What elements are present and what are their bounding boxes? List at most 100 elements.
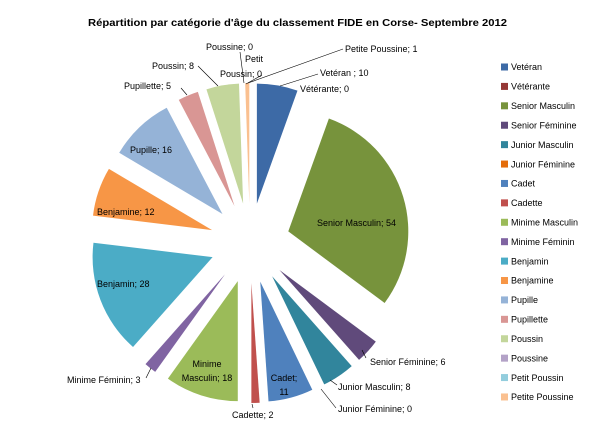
data-label-minime-feminin: Minime Féminin; 3	[67, 375, 141, 385]
leader-line-minime-feminin	[145, 367, 152, 379]
legend-item-minime-masculin: Minime Masculin	[501, 217, 578, 227]
legend-item-junior-masculin: Junior Masculin	[501, 140, 574, 150]
legend-swatch-veterante	[501, 82, 508, 90]
data-label-cadet-line-1: Cadet;	[271, 373, 298, 383]
data-label-veterante: Vétérante; 0	[300, 84, 349, 94]
slice-poussin	[206, 83, 244, 204]
legend-item-senior-feminine: Senior Féminine	[501, 120, 577, 130]
data-label-petit-poussin-line-2: Poussin; 0	[220, 69, 262, 79]
data-label-poussin: Poussin; 8	[152, 61, 194, 71]
legend-swatch-cadette	[501, 199, 508, 207]
legend-swatch-pupille	[501, 296, 508, 304]
legend-swatch-minime-feminin	[501, 238, 508, 246]
legend-swatch-junior-masculin	[501, 141, 508, 149]
legend-label-benjamin: Benjamin	[511, 256, 549, 266]
legend-swatch-junior-feminine	[501, 160, 508, 168]
data-label-junior-feminine: Junior Féminine; 0	[338, 404, 412, 414]
data-label-petit-poussin-line-1: Petit	[245, 54, 264, 64]
legend-item-petite-poussine: Petite Poussine	[501, 392, 574, 402]
leader-lines	[145, 48, 367, 409]
slice-benjamin	[92, 242, 213, 348]
slice-veteran	[256, 83, 298, 204]
data-label-pupillette: Pupillette; 5	[124, 81, 171, 91]
data-label-cadette: Cadette; 2	[232, 410, 274, 420]
chart-title: Répartition par catégorie d'âge du class…	[88, 17, 507, 29]
legend-swatch-senior-feminine	[501, 121, 508, 129]
legend-label-pupille: Pupille	[511, 295, 538, 305]
legend-swatch-pupillette	[501, 315, 508, 323]
legend-label-veteran: Vetéran	[511, 62, 542, 72]
legend-label-junior-masculin: Junior Masculin	[511, 140, 574, 150]
legend-label-senior-feminine: Senior Féminine	[511, 120, 577, 130]
legend-item-minime-feminin: Minime Féminin	[501, 237, 575, 247]
legend-swatch-benjamine	[501, 277, 508, 285]
leader-line-veteran	[279, 73, 319, 87]
legend-swatch-poussine	[501, 354, 508, 362]
leader-line-petite-poussine	[247, 48, 344, 84]
leader-line-poussine	[239, 51, 245, 84]
leader-line-junior-masculin	[329, 379, 338, 386]
legend-swatch-veteran	[501, 63, 508, 71]
legend-label-veterante: Vétérante	[511, 82, 550, 92]
legend-swatch-petite-poussine	[501, 393, 508, 401]
legend-swatch-benjamin	[501, 257, 508, 265]
legend-item-junior-feminine: Junior Féminine	[501, 159, 575, 169]
data-label-benjamine: Benjamine; 12	[97, 207, 155, 217]
data-label-petite-poussine: Petite Poussine; 1	[345, 44, 418, 54]
legend-label-pupillette: Pupillette	[511, 315, 548, 325]
legend-label-senior-masculin: Senior Masculin	[511, 101, 575, 111]
legend: Vetéran Vétérante Senior Masculin Senior Fé…	[501, 62, 578, 402]
slice-benjamine	[93, 168, 213, 231]
legend-swatch-minime-masculin	[501, 218, 508, 226]
slice-pupillette	[178, 91, 235, 207]
legend-item-veteran: Vetéran	[501, 62, 542, 72]
legend-label-cadette: Cadette	[511, 198, 543, 208]
data-label-minime-masculin-line-1: Minime	[192, 359, 221, 369]
slice-petite-poussine	[245, 83, 250, 204]
data-label-pupille: Pupille; 16	[130, 145, 172, 155]
legend-item-cadet: Cadet	[501, 179, 536, 189]
slice-senior-masculin	[288, 118, 409, 303]
legend-item-poussin: Poussin	[501, 334, 543, 344]
legend-label-poussine: Poussine	[511, 353, 548, 363]
data-label-cadet-line-2: 11	[279, 387, 288, 397]
data-label-veteran: Vetéran ; 10	[320, 68, 369, 78]
legend-item-pupille: Pupille	[501, 295, 538, 305]
legend-swatch-petit-poussin	[501, 374, 508, 382]
legend-item-benjamine: Benjamine	[501, 276, 554, 286]
legend-label-benjamine: Benjamine	[511, 276, 554, 286]
slice-minime-masculin	[167, 281, 238, 402]
legend-swatch-cadet	[501, 179, 508, 187]
legend-label-junior-feminine: Junior Féminine	[511, 159, 575, 169]
slice-cadette	[251, 282, 260, 403]
leader-line-cadette	[251, 403, 254, 409]
legend-label-cadet: Cadet	[511, 179, 536, 189]
slice-pupille	[119, 107, 223, 214]
legend-item-petit-poussin: Petit Poussin	[501, 373, 564, 383]
legend-swatch-senior-masculin	[501, 102, 508, 110]
data-label-senior-feminine: Senior Féminine; 6	[370, 357, 446, 367]
legend-item-veterante: Vétérante	[501, 82, 550, 92]
legend-item-senior-masculin: Senior Masculin	[501, 101, 575, 111]
data-label-poussine: Poussine; 0	[206, 42, 253, 52]
leader-line-pupillette	[180, 87, 188, 96]
leader-line-junior-feminine	[320, 388, 337, 409]
legend-label-petit-poussin: Petit Poussin	[511, 373, 564, 383]
leader-line-poussin	[197, 65, 219, 87]
legend-swatch-poussin	[501, 335, 508, 343]
legend-item-cadette: Cadette	[501, 198, 543, 208]
slice-cadet	[260, 281, 313, 402]
data-labels: Vetéran ; 10 Vétérante; 0 Senior Masculin;…	[67, 42, 446, 420]
data-label-minime-masculin-line-2: Masculin; 18	[182, 373, 233, 383]
slice-senior-feminine	[279, 270, 376, 360]
legend-item-poussine: Poussine	[501, 353, 548, 363]
leader-line-senior-feminine	[361, 349, 367, 359]
legend-item-pupillette: Pupillette	[501, 315, 548, 325]
data-label-benjamin: Benjamin; 28	[97, 279, 150, 289]
legend-label-poussin: Poussin	[511, 334, 543, 344]
legend-label-minime-feminin: Minime Féminin	[511, 237, 575, 247]
legend-label-minime-masculin: Minime Masculin	[511, 217, 578, 227]
legend-item-benjamin: Benjamin	[501, 256, 549, 266]
legend-label-petite-poussine: Petite Poussine	[511, 392, 574, 402]
